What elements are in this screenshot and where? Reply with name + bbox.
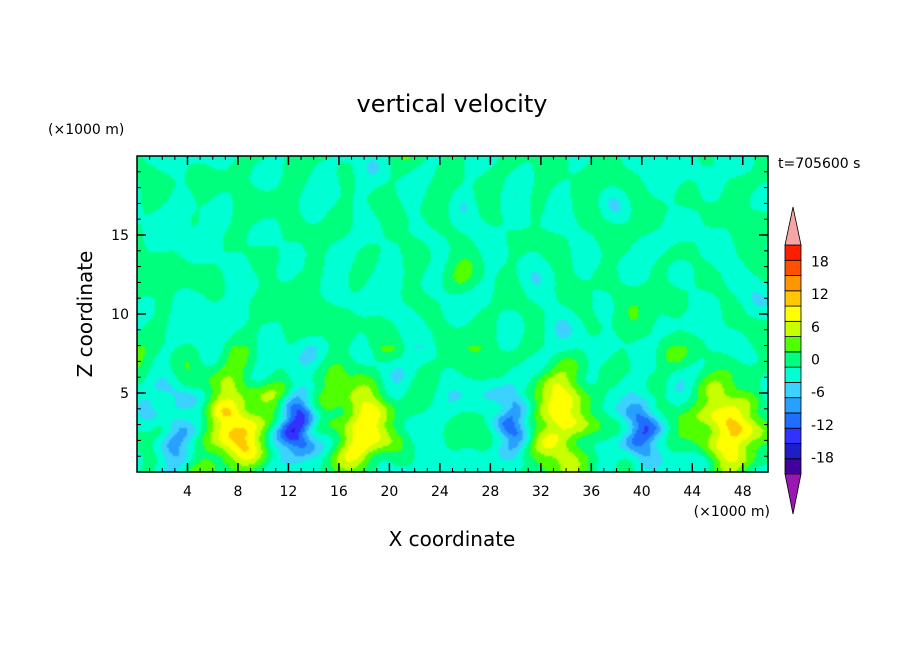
colorbar-over-arrow <box>784 206 802 246</box>
y-tick-label: 15 <box>111 228 129 244</box>
colorbar-bin <box>784 458 802 475</box>
y-tick-label: 10 <box>111 307 129 323</box>
colorbar-bin <box>784 336 802 353</box>
colorbar-bin <box>784 320 802 338</box>
y-tick-label: 5 <box>120 386 129 402</box>
x-tick-label: 8 <box>233 484 242 500</box>
x-tick-label: 16 <box>330 484 348 500</box>
x-tick-label: 20 <box>380 484 398 500</box>
colorbar-tick-label: -12 <box>811 418 834 434</box>
colorbar-tick-label: -6 <box>811 385 825 401</box>
colorbar-bin <box>784 290 802 307</box>
colorbar-tick-label: 6 <box>811 320 820 336</box>
colorbar-bin <box>784 397 802 414</box>
chart-title: vertical velocity <box>357 90 548 118</box>
colorbar: 18 12 6 0 -6 -12 -18 <box>784 206 834 515</box>
x-tick-label: 4 <box>183 484 192 500</box>
x-tick-label: 40 <box>633 484 651 500</box>
colorbar-bin <box>784 275 802 292</box>
colorbar-tick-label: 18 <box>811 254 829 270</box>
colorbar-bin <box>784 351 802 368</box>
x-tick-label: 28 <box>481 484 499 500</box>
x-unit-label: (×1000 m) <box>694 504 770 520</box>
time-label: t=705600 s <box>778 156 860 172</box>
colorbar-bin <box>784 412 802 429</box>
colorbar-tick-label: 0 <box>811 353 820 369</box>
colorbar-bin <box>784 244 802 261</box>
colorbar-bin <box>784 259 802 276</box>
colorbar-tick-label: -18 <box>811 451 834 467</box>
y-axis-label: Z coordinate <box>73 251 97 378</box>
x-axis-ticks: 4 8 12 16 20 24 28 32 36 40 44 48 <box>149 156 756 500</box>
x-tick-label: 12 <box>280 484 298 500</box>
y-axis-ticks: 5 10 15 <box>111 171 768 457</box>
x-tick-label: 32 <box>532 484 550 500</box>
x-tick-label: 48 <box>734 484 752 500</box>
colorbar-bin <box>784 427 802 444</box>
colorbar-under-arrow <box>784 473 802 515</box>
colorbar-tick-label: 12 <box>811 287 829 303</box>
x-tick-label: 24 <box>431 484 449 500</box>
x-tick-label: 36 <box>582 484 600 500</box>
y-unit-label: (×1000 m) <box>48 122 124 138</box>
x-tick-label: 44 <box>683 484 701 500</box>
colorbar-bin <box>784 381 802 399</box>
x-axis-label: X coordinate <box>389 527 516 551</box>
velocity-contour-field <box>137 156 768 472</box>
colorbar-bin <box>784 305 802 322</box>
colorbar-bin <box>784 443 802 460</box>
colorbar-bin <box>784 366 802 383</box>
